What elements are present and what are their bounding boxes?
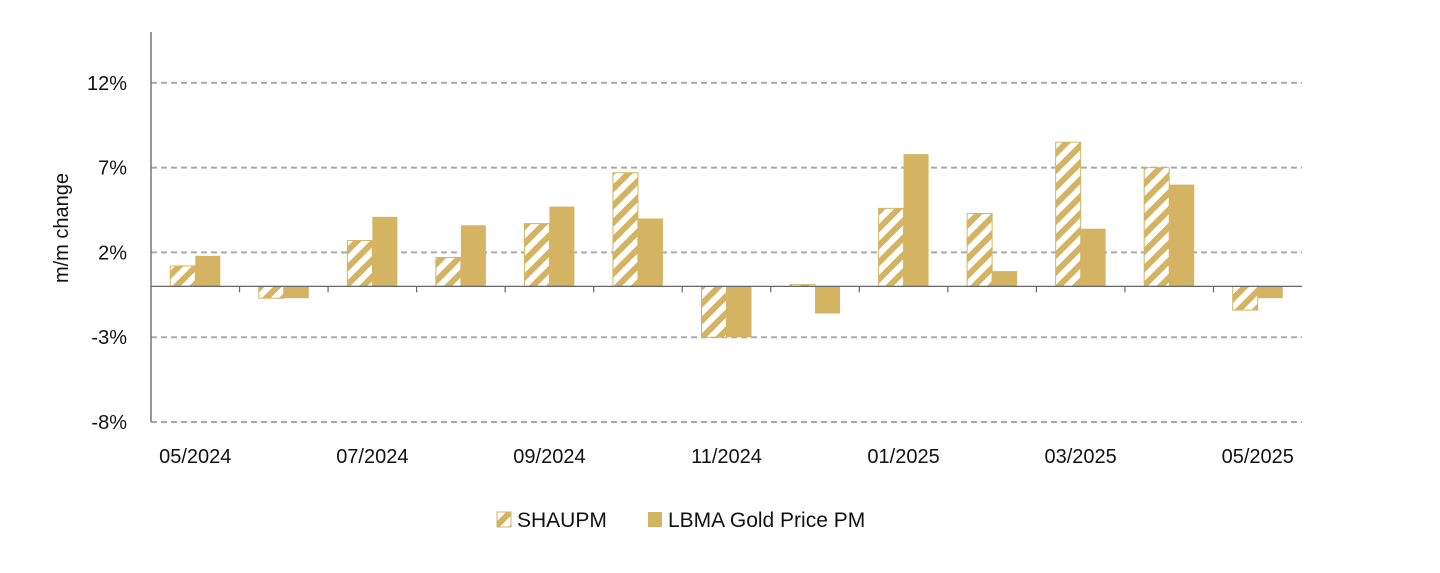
bar-shaupm xyxy=(1232,285,1259,311)
bar-shaupm xyxy=(523,223,550,287)
legend-swatch xyxy=(648,512,662,527)
bar-lbma-gold-price-pm xyxy=(460,225,486,287)
bar-lbma-gold-price-pm xyxy=(992,271,1018,287)
x-tick-label: 07/2024 xyxy=(336,446,408,468)
y-tick-label: 12% xyxy=(87,73,127,95)
y-axis-title: m/m change xyxy=(51,173,73,283)
bar-lbma-gold-price-pm xyxy=(637,218,663,287)
bar-lbma-gold-price-pm xyxy=(372,216,398,287)
bar-shaupm xyxy=(346,240,373,287)
x-tick-label: 05/2024 xyxy=(159,446,231,468)
legend-swatch xyxy=(496,511,512,528)
x-tick-label: 03/2025 xyxy=(1045,446,1117,468)
bar-lbma-gold-price-pm xyxy=(283,286,309,299)
gridlines xyxy=(151,81,1302,423)
bar-shaupm xyxy=(701,285,727,338)
legend-label: SHAUPM xyxy=(517,509,607,532)
bar-lbma-gold-price-pm xyxy=(903,154,929,287)
bar-lbma-gold-price-pm xyxy=(815,286,841,314)
legend-item-shaupm: SHAUPM xyxy=(496,509,607,532)
x-tick-label: 01/2025 xyxy=(867,446,939,468)
axes: -8% -3% 2% 7% 12% 05/2024 07/2024 09/2024 11/202… xyxy=(87,32,1302,468)
bar-lbma-gold-price-pm xyxy=(1257,286,1283,299)
y-tick-label: 2% xyxy=(98,242,127,264)
bar-lbma-gold-price-pm xyxy=(549,206,575,287)
y-tick-label: -3% xyxy=(91,327,127,349)
bar-shaupm xyxy=(612,172,639,287)
bar-lbma-gold-price-pm xyxy=(195,255,221,287)
bar-shaupm xyxy=(169,265,196,287)
bar-lbma-gold-price-pm xyxy=(1080,228,1106,287)
x-tick-label: 09/2024 xyxy=(513,446,585,468)
bar-shaupm xyxy=(1143,167,1170,287)
bar-lbma-gold-price-pm xyxy=(726,286,752,338)
legend-item-lbma-gold-price-pm: LBMA Gold Price PM xyxy=(648,509,865,532)
x-tick-label: 11/2024 xyxy=(691,446,762,468)
x-tick-label: 05/2025 xyxy=(1222,446,1294,468)
bar-shaupm xyxy=(435,257,462,287)
bar-shaupm xyxy=(1055,141,1082,287)
y-tick-label: -8% xyxy=(91,412,127,434)
bar-shaupm xyxy=(966,212,993,287)
legend: SHAUPM LBMA Gold Price PM xyxy=(496,509,865,532)
bar-lbma-gold-price-pm xyxy=(1169,184,1195,287)
bars xyxy=(169,141,1283,338)
y-tick-label: 7% xyxy=(98,158,127,180)
bar-shaupm xyxy=(878,207,905,287)
legend-label: LBMA Gold Price PM xyxy=(668,509,865,532)
bar-shaupm xyxy=(258,285,285,299)
